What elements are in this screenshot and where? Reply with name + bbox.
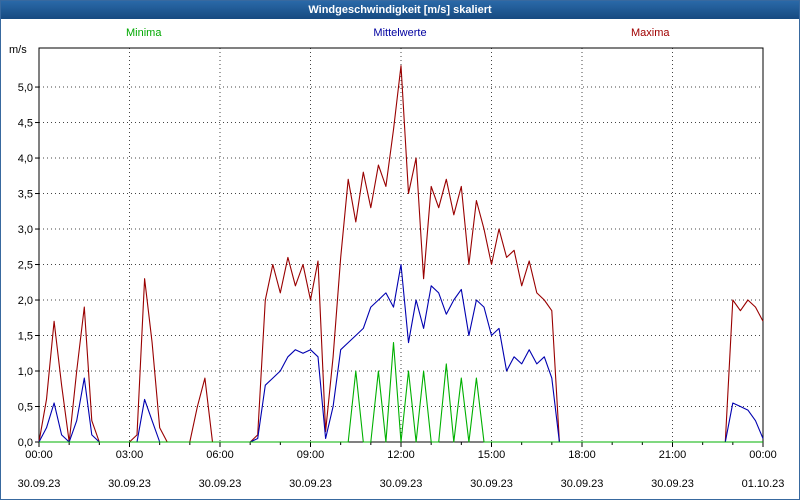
title-bar: Windgeschwindigkeit [m/s] skaliert [1,1,799,19]
x-tick-date: 30.09.23 [651,478,694,490]
legend-minima: Minima [126,27,162,39]
x-tick-date: 30.09.23 [561,478,604,490]
y-tick-label: 1,5 [18,331,33,343]
wind-speed-chart: 5,04,54,03,53,02,52,01,51,00,50,000:0030… [9,44,785,490]
x-tick-time: 09:00 [297,449,325,461]
x-tick-date: 30.09.23 [289,478,332,490]
x-tick-date: 01.10.23 [742,478,785,490]
x-tick-time: 00:00 [25,449,53,461]
y-tick-label: 4,0 [18,153,33,165]
legend-mittelwerte: Mittelwerte [373,27,427,39]
x-tick-time: 03:00 [116,449,144,461]
y-tick-label: 2,5 [18,260,33,272]
x-tick-date: 30.09.23 [18,478,61,490]
y-tick-label: 3,5 [18,189,33,201]
x-tick-date: 30.09.23 [199,478,242,490]
y-tick-label: 0,0 [18,437,33,449]
y-tick-label: 5,0 [18,82,33,94]
x-tick-time: 12:00 [387,449,415,461]
y-tick-label: 1,0 [18,366,33,378]
chart-title: Windgeschwindigkeit [m/s] skaliert [308,4,492,16]
x-tick-time: 15:00 [478,449,506,461]
x-tick-date: 30.09.23 [470,478,513,490]
y-tick-label: 0,5 [18,402,33,414]
x-tick-time: 21:00 [659,449,687,461]
y-tick-label: 2,0 [18,295,33,307]
x-tick-date: 30.09.23 [380,478,423,490]
x-tick-date: 30.09.23 [108,478,151,490]
x-tick-time: 00:00 [749,449,777,461]
y-tick-label: 3,0 [18,224,33,236]
legend-maxima: Maxima [631,27,670,39]
x-tick-time: 06:00 [206,449,234,461]
series-minima [39,342,763,443]
y-tick-label: 4,5 [18,118,33,130]
y-axis-unit: m/s [9,44,27,56]
x-tick-time: 18:00 [568,449,596,461]
